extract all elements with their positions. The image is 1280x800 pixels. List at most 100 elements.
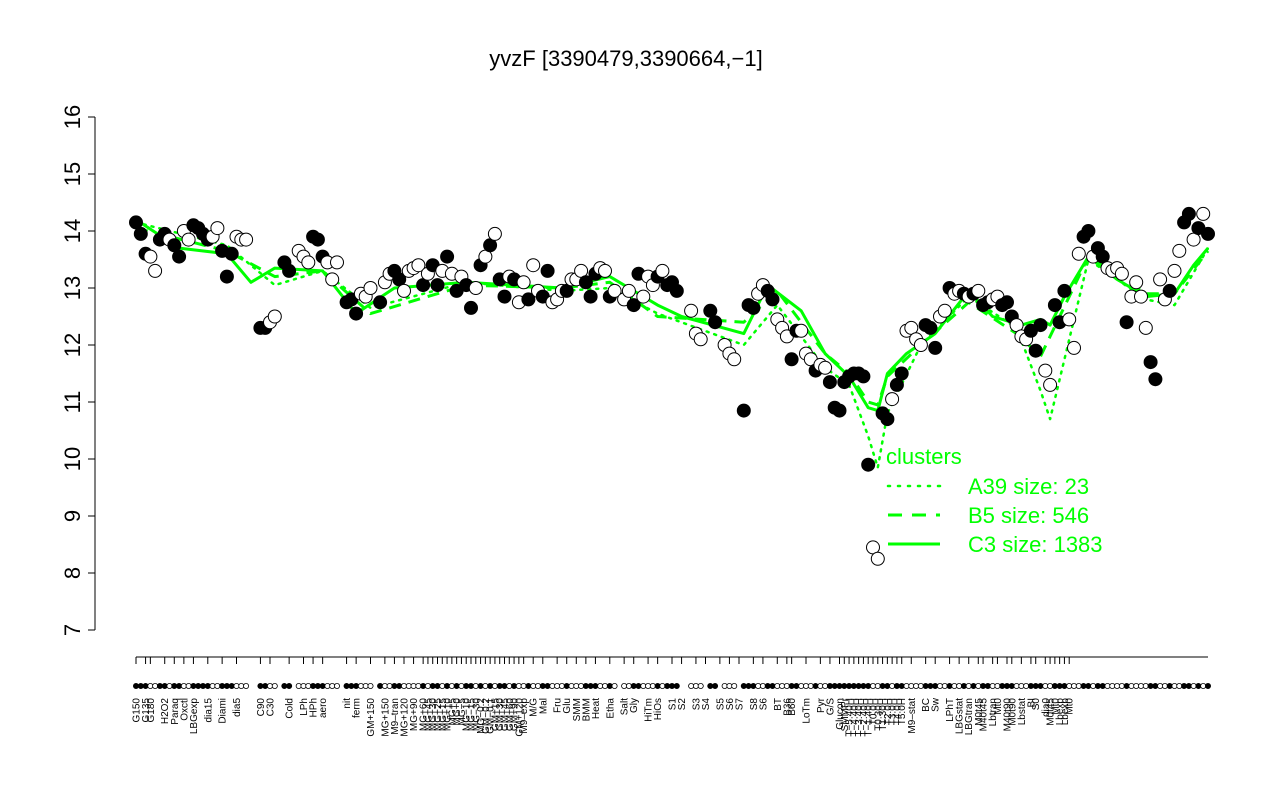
x-tick-label: MG−15 — [467, 698, 478, 732]
x-tick-label: Sw — [931, 697, 942, 712]
data-point — [1062, 312, 1077, 327]
y-tick-label: 11 — [60, 391, 85, 414]
y-tick-label: 9 — [60, 510, 85, 522]
x-tick-label: GM+150 — [366, 698, 377, 737]
data-point — [430, 278, 445, 293]
data-point — [487, 226, 502, 241]
rug-mark — [611, 683, 618, 690]
x-tick-label: MG−30 — [471, 698, 482, 732]
x-tick-label: M9–exp — [519, 698, 530, 734]
data-point — [301, 255, 316, 270]
y-tick-label: 13 — [60, 276, 85, 300]
x-tick-label: C30 — [266, 698, 277, 717]
data-point — [1172, 243, 1187, 258]
data-point — [1167, 263, 1182, 278]
data-point — [669, 283, 684, 298]
data-point — [880, 412, 895, 427]
x-tick-label: T0.30H — [873, 698, 884, 731]
x-tick-label: MG+25 — [433, 698, 444, 732]
data-point — [411, 258, 426, 273]
x-tick-label: T−3.40H — [854, 698, 865, 737]
data-point — [626, 298, 641, 313]
x-tick-label: Lbtran — [988, 698, 999, 726]
x-tick-label: Cold — [285, 698, 296, 719]
x-tick-label: Mal — [538, 698, 549, 714]
x-tick-label: S8 — [749, 698, 760, 711]
x-tick-label: dia0 — [1041, 698, 1052, 717]
x-tick-label: MG−10 — [462, 698, 473, 732]
rug-mark — [1205, 683, 1212, 690]
x-tick-label: S3 — [691, 698, 702, 711]
data-points — [129, 206, 1215, 566]
data-point — [464, 300, 478, 315]
data-point — [397, 283, 411, 298]
x-tick-label: Lbstat — [1017, 698, 1028, 725]
x-tick-label: LBGstat — [955, 698, 966, 734]
data-point — [1071, 246, 1086, 261]
x-tick-label: GM−0.1 — [486, 698, 497, 734]
x-tick-label: Gly — [629, 698, 640, 713]
data-point — [1067, 340, 1081, 355]
x-tick-label: B60 — [787, 698, 798, 716]
data-point — [784, 352, 799, 367]
x-tick-label: H2O2 — [160, 698, 171, 725]
x-tick-label: MG+10 — [443, 698, 454, 732]
x-tick-label: T3.0H — [888, 698, 899, 725]
x-tick-label: M0t45 — [1046, 698, 1057, 726]
x-tick-label: S6 — [725, 698, 736, 711]
x-tick-label: Mt0 — [1050, 698, 1061, 715]
data-point — [822, 375, 837, 390]
rug-mark — [673, 683, 680, 690]
x-tick-label: MG−0.2 — [476, 698, 487, 734]
data-point — [832, 403, 847, 418]
x-tick-label: MG+30 — [428, 698, 439, 732]
data-point — [310, 232, 325, 247]
x-tick-label: MG+120 — [400, 698, 411, 737]
data-point — [143, 249, 158, 264]
rug-mark — [333, 683, 340, 690]
data-point — [516, 275, 531, 290]
y-tick-label: 10 — [60, 447, 85, 471]
data-point — [210, 221, 225, 236]
y-tick-label: 15 — [60, 162, 85, 186]
data-point — [818, 360, 833, 375]
data-point — [913, 338, 928, 352]
x-tick-label: Glucon — [835, 698, 846, 730]
x-tick-label: T1.30H — [878, 698, 889, 731]
x-tick-label: HiTm — [644, 698, 655, 722]
data-point — [1119, 315, 1134, 330]
data-point — [1033, 318, 1048, 333]
x-tick-label: T2.0H — [883, 698, 894, 725]
x-tick-label: G135 — [141, 698, 152, 723]
data-point — [540, 263, 555, 278]
x-tick-label: S2 — [677, 698, 688, 711]
x-tick-label: T−5.40H — [845, 698, 856, 737]
data-point — [373, 295, 388, 310]
data-point — [894, 366, 909, 381]
data-point — [1148, 372, 1163, 387]
x-tick-label: T−4.40H — [849, 698, 860, 737]
data-point — [181, 232, 196, 247]
legend-label: B5 size: 546 — [968, 503, 1089, 528]
data-point — [1028, 343, 1043, 358]
x-tick-label: T−2.40H — [859, 698, 870, 737]
rug-mark — [243, 683, 250, 690]
data-point — [497, 289, 512, 304]
data-point — [928, 340, 943, 355]
legend-label: C3 size: 1383 — [968, 532, 1103, 557]
data-point — [583, 289, 598, 304]
y-axis: 7 8 9 10 11 12 13 14 15 16 — [60, 105, 96, 636]
x-tick-label: LPh — [299, 698, 310, 716]
x-tick-label: MG+150 — [380, 698, 391, 737]
data-point — [655, 263, 670, 278]
legend: clusters A39 size: 23 B5 size: 546 C3 size… — [886, 444, 1103, 557]
data-point — [870, 551, 885, 566]
x-tick-label: M0t90 — [1007, 698, 1018, 726]
data-point — [1138, 320, 1153, 335]
x-tick-label: MG+45 — [423, 698, 434, 732]
data-point — [1114, 266, 1129, 281]
x-tick-label: Mt0 — [1065, 698, 1076, 715]
x-tick-label: MG+90 — [409, 698, 420, 732]
x-tick-label: Paraq — [170, 698, 181, 725]
